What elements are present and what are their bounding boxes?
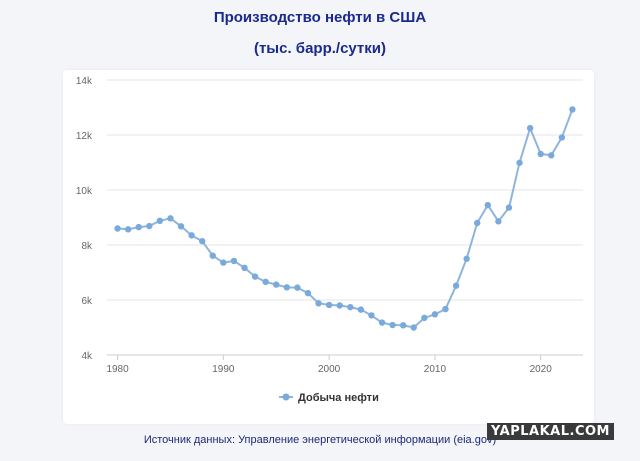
data-point-2020[interactable] [537, 150, 544, 158]
data-point-2011[interactable] [442, 305, 449, 313]
data-point-2016[interactable] [495, 218, 502, 225]
data-point-2007[interactable] [399, 322, 407, 329]
y-tick-label-4000: 4k [81, 351, 93, 362]
x-tick-label-1990: 1990 [212, 364, 235, 375]
x-tick-label-2020: 2020 [530, 364, 553, 375]
data-point-1991[interactable] [230, 257, 238, 265]
data-point-2015[interactable] [484, 201, 491, 209]
chart-title: Производство нефти в США [213, 9, 427, 26]
data-point-1980[interactable] [114, 225, 121, 232]
data-point-2012[interactable] [452, 282, 460, 289]
data-point-2014[interactable] [474, 219, 481, 227]
data-point-2019[interactable] [526, 124, 534, 132]
data-point-1999[interactable] [315, 300, 322, 307]
data-point-2013[interactable] [463, 255, 470, 262]
y-tick-label-14000: 14k [76, 76, 93, 87]
data-point-2005[interactable] [378, 319, 386, 326]
x-tick-label-1980: 1980 [106, 364, 129, 375]
y-tick-label-8000: 8k [81, 241, 93, 252]
data-point-1988[interactable] [199, 237, 206, 245]
data-point-2004[interactable] [368, 312, 375, 319]
data-point-1998[interactable] [304, 289, 312, 297]
data-point-1981[interactable] [124, 226, 132, 233]
x-tick-label-2010: 2010 [424, 364, 447, 375]
data-point-1994[interactable] [262, 278, 269, 286]
data-point-1982[interactable] [135, 223, 142, 231]
y-tick-label-10000: 10k [76, 186, 93, 197]
data-point-1995[interactable] [273, 281, 280, 288]
chart-card [63, 70, 594, 424]
data-point-1990[interactable] [220, 259, 227, 266]
data-point-2000[interactable] [325, 301, 333, 309]
data-point-1997[interactable] [294, 284, 301, 291]
data-point-1983[interactable] [146, 222, 153, 230]
data-point-1986[interactable] [177, 223, 185, 230]
legend-label[interactable]: Добыча нефти [298, 392, 379, 404]
chart-subtitle: (тыс. барр./сутки) [253, 40, 387, 57]
data-point-1984[interactable] [156, 217, 164, 224]
data-point-1992[interactable] [241, 264, 248, 272]
site-watermark: YAPLAKAL.COM [487, 423, 614, 440]
data-point-2010[interactable] [431, 311, 439, 318]
y-tick-label-6000: 6k [81, 296, 93, 307]
data-point-2022[interactable] [558, 134, 566, 141]
data-point-2003[interactable] [357, 306, 365, 313]
data-point-2023[interactable] [569, 106, 576, 113]
legend-marker [282, 393, 290, 401]
data-point-1987[interactable] [188, 232, 195, 239]
data-point-1993[interactable] [251, 273, 259, 280]
data-point-2002[interactable] [347, 303, 354, 311]
x-tick-label-2000: 2000 [318, 364, 341, 375]
data-point-2017[interactable] [505, 204, 513, 211]
data-point-1985[interactable] [167, 215, 174, 222]
data-point-2006[interactable] [389, 321, 396, 329]
series-line-0 [117, 109, 574, 329]
data-point-2021[interactable] [548, 152, 555, 159]
data-point-2018[interactable] [516, 159, 523, 166]
data-point-2001[interactable] [336, 302, 343, 309]
data-point-1996[interactable] [283, 284, 291, 291]
data-source-note: Источник данных: Управление энергетическ… [143, 434, 497, 446]
data-point-2008[interactable] [410, 324, 417, 331]
data-point-1989[interactable] [209, 252, 216, 259]
data-point-2009[interactable] [421, 314, 428, 322]
y-tick-label-12000: 12k [76, 131, 93, 142]
